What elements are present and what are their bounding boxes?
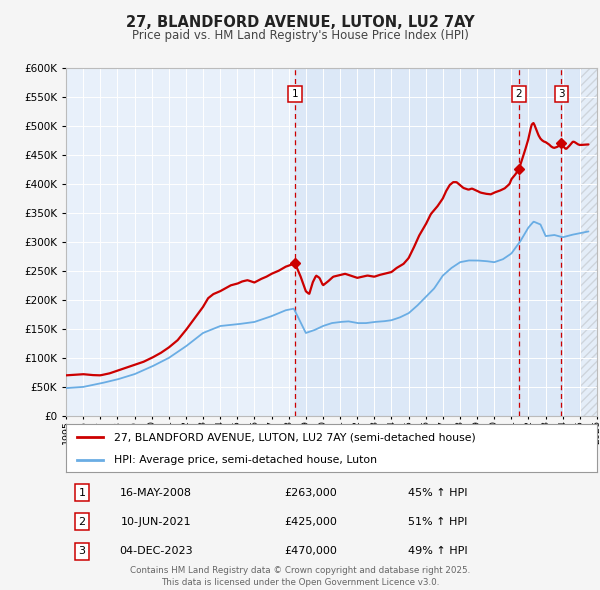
Text: 3: 3 [558,89,565,99]
Text: 10-JUN-2021: 10-JUN-2021 [121,517,191,527]
Text: 27, BLANDFORD AVENUE, LUTON, LU2 7AY: 27, BLANDFORD AVENUE, LUTON, LU2 7AY [125,15,475,30]
Text: 1: 1 [79,487,85,497]
Bar [519,68,562,416]
Text: 3: 3 [79,546,85,556]
Text: Contains HM Land Registry data © Crown copyright and database right 2025.
This d: Contains HM Land Registry data © Crown c… [130,566,470,587]
Text: 45% ↑ HPI: 45% ↑ HPI [408,487,467,497]
Text: 1: 1 [292,89,298,99]
Text: HPI: Average price, semi-detached house, Luton: HPI: Average price, semi-detached house,… [114,455,377,465]
Text: 2: 2 [515,89,522,99]
Bar [580,68,597,416]
Text: 49% ↑ HPI: 49% ↑ HPI [408,546,467,556]
Text: £425,000: £425,000 [284,517,337,527]
Text: 51% ↑ HPI: 51% ↑ HPI [408,517,467,527]
Text: £263,000: £263,000 [284,487,337,497]
Text: 2: 2 [79,517,85,527]
Text: Price paid vs. HM Land Registry's House Price Index (HPI): Price paid vs. HM Land Registry's House … [131,30,469,42]
Bar [580,68,597,416]
Bar [295,68,519,416]
Text: 27, BLANDFORD AVENUE, LUTON, LU2 7AY (semi-detached house): 27, BLANDFORD AVENUE, LUTON, LU2 7AY (se… [114,432,476,442]
Text: 16-MAY-2008: 16-MAY-2008 [120,487,192,497]
Text: 04-DEC-2023: 04-DEC-2023 [119,546,193,556]
Text: £470,000: £470,000 [284,546,337,556]
Bar [562,68,580,416]
